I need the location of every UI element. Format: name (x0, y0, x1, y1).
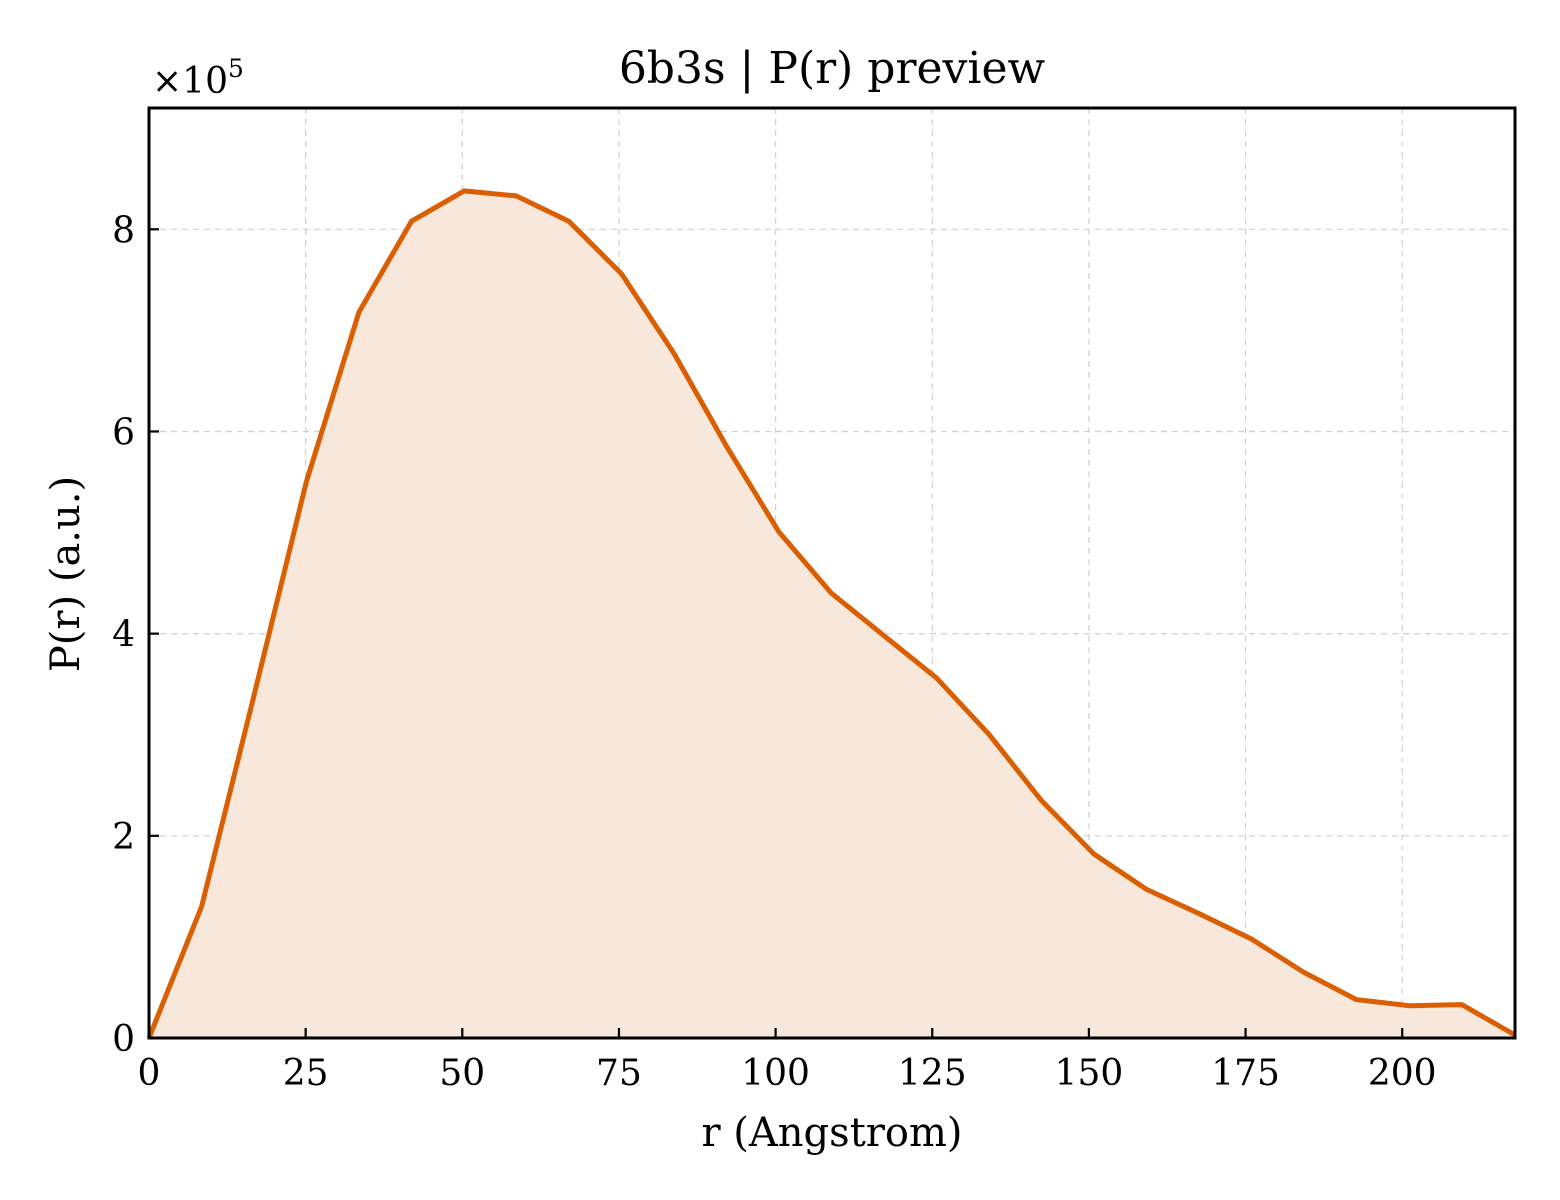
x-axis-label: r (Angstrom) (701, 1110, 962, 1156)
x-tick-label: 25 (283, 1053, 329, 1094)
series-line (146, 188, 1517, 1039)
x-tick-label: 50 (439, 1053, 485, 1094)
y-tick-label: 6 (112, 412, 135, 453)
y-axis-multiplier: ×105 (152, 54, 244, 102)
x-tick-label: 75 (596, 1053, 642, 1094)
y-multiplier-exponent: 5 (228, 54, 244, 83)
x-tick-label: 100 (741, 1053, 810, 1094)
y-tick-label: 4 (112, 615, 135, 656)
area-fill (149, 190, 1515, 1038)
x-tick-label: 200 (1368, 1053, 1437, 1094)
tick-labels: 0 25 50 75 100 125 150 175 200 0 2 4 6 8 (112, 210, 1436, 1094)
y-tick-label: 8 (112, 210, 135, 251)
y-tick-label: 0 (112, 1019, 135, 1060)
y-tick-label: 2 (112, 817, 135, 858)
x-tick-label: 125 (898, 1053, 967, 1094)
x-tick-label: 150 (1055, 1053, 1124, 1094)
chart-title: 6b3s | P(r) preview (619, 43, 1046, 94)
y-multiplier-base: ×10 (152, 61, 228, 102)
y-axis-label: P(r) (a.u.) (43, 476, 89, 672)
x-tick-label: 0 (138, 1053, 161, 1094)
plot-frame (147, 106, 1517, 1040)
x-tick-label: 175 (1211, 1053, 1280, 1094)
